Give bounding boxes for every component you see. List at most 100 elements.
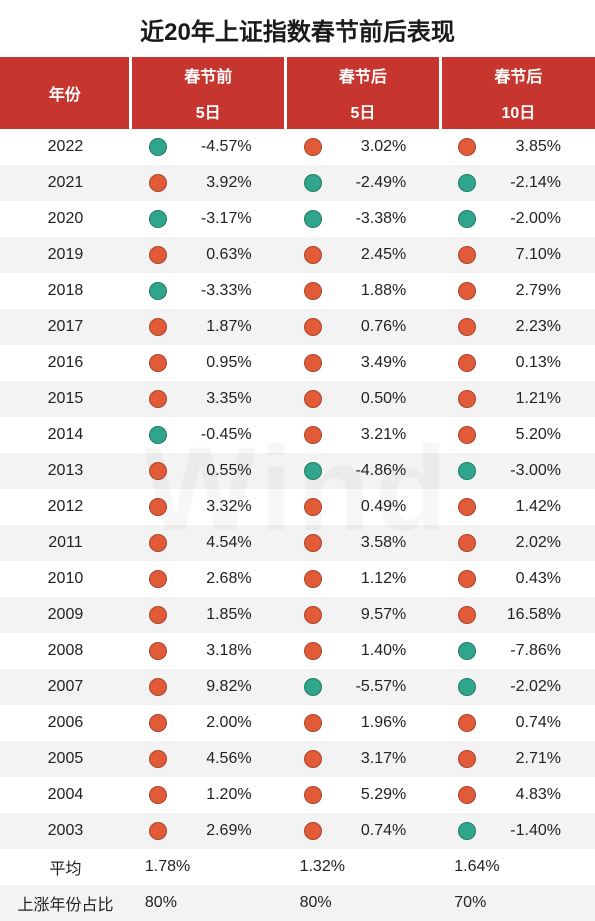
positive-dot-icon — [304, 498, 322, 516]
table-row: 2020-3.17%-3.38%-2.00% — [0, 201, 595, 237]
value-cell: 0.43% — [440, 561, 595, 597]
positive-dot-icon — [304, 426, 322, 444]
percent-value: 3.85% — [516, 138, 561, 155]
percent-value: 1.21% — [516, 390, 561, 407]
value-cell: 0.74% — [440, 705, 595, 741]
percent-value: 2.68% — [206, 570, 251, 587]
percent-value: 9.82% — [206, 678, 251, 695]
value-cell: 1.85% — [131, 597, 286, 633]
value-cell: -7.86% — [440, 633, 595, 669]
table-row: 20041.20%5.29%4.83% — [0, 777, 595, 813]
year-cell: 2022 — [0, 129, 131, 165]
summary-value: 70% — [440, 885, 595, 921]
positive-dot-icon — [304, 750, 322, 768]
year-cell: 2019 — [0, 237, 131, 273]
percent-value: 3.92% — [206, 174, 251, 191]
summary-row: 平均1.78%1.32%1.64% — [0, 849, 595, 885]
value-cell: 3.32% — [131, 489, 286, 525]
table-row: 2017 1.87% 0.76%2.23% — [0, 309, 595, 345]
percent-value: 3.35% — [206, 390, 251, 407]
positive-dot-icon — [149, 786, 167, 804]
value-cell: 2.45% — [286, 237, 441, 273]
year-cell: 2012 — [0, 489, 131, 525]
summary-label: 上涨年份占比 — [0, 885, 131, 921]
percent-value: 9.57% — [361, 606, 406, 623]
negative-dot-icon — [458, 462, 476, 480]
table-row: 2022 -4.57% 3.02% 3.85% — [0, 129, 595, 165]
percent-value: 0.13% — [516, 354, 561, 371]
percent-value: 2.00% — [206, 714, 251, 731]
percent-value: -7.86% — [510, 642, 561, 659]
value-cell: -2.00% — [440, 201, 595, 237]
value-cell: 2.23% — [440, 309, 595, 345]
year-cell: 2015 — [0, 381, 131, 417]
percent-value: -4.86% — [356, 462, 407, 479]
value-cell: 3.17% — [286, 741, 441, 777]
percent-value: 3.02% — [361, 138, 406, 155]
value-cell: 2.69% — [131, 813, 286, 849]
positive-dot-icon — [304, 246, 322, 264]
percent-value: 3.21% — [361, 426, 406, 443]
positive-dot-icon — [149, 354, 167, 372]
value-cell: 0.49% — [286, 489, 441, 525]
negative-dot-icon — [149, 210, 167, 228]
positive-dot-icon — [304, 534, 322, 552]
value-cell: 0.95% — [131, 345, 286, 381]
percent-value: 3.32% — [206, 498, 251, 515]
value-cell: 0.76% — [286, 309, 441, 345]
positive-dot-icon — [304, 138, 322, 156]
table-row: 20054.56%3.17%2.71% — [0, 741, 595, 777]
percent-value: 5.29% — [361, 786, 406, 803]
percent-value: -2.02% — [510, 678, 561, 695]
year-cell: 2009 — [0, 597, 131, 633]
value-cell: 1.87% — [131, 309, 286, 345]
negative-dot-icon — [149, 282, 167, 300]
negative-dot-icon — [149, 138, 167, 156]
positive-dot-icon — [304, 282, 322, 300]
percent-value: 0.55% — [206, 462, 251, 479]
value-cell: -0.45% — [131, 417, 286, 453]
negative-dot-icon — [458, 210, 476, 228]
percent-value: -3.00% — [510, 462, 561, 479]
positive-dot-icon — [149, 642, 167, 660]
value-cell: 5.29% — [286, 777, 441, 813]
col-header-year: 年份 — [0, 57, 131, 129]
year-cell: 2013 — [0, 453, 131, 489]
percent-value: 2.02% — [516, 534, 561, 551]
year-cell: 2014 — [0, 417, 131, 453]
year-cell: 2017 — [0, 309, 131, 345]
percent-value: -4.57% — [201, 138, 252, 155]
percent-value: -3.38% — [356, 210, 407, 227]
year-cell: 2011 — [0, 525, 131, 561]
percent-value: -2.49% — [356, 174, 407, 191]
table-row: 20114.54%3.58% 2.02% — [0, 525, 595, 561]
percent-value: 1.87% — [206, 318, 251, 335]
positive-dot-icon — [304, 390, 322, 408]
percent-value: 0.74% — [516, 714, 561, 731]
percent-value: 5.20% — [516, 426, 561, 443]
value-cell: 4.54% — [131, 525, 286, 561]
percent-value: 4.83% — [516, 786, 561, 803]
value-cell: 2.00% — [131, 705, 286, 741]
positive-dot-icon — [149, 174, 167, 192]
value-cell: 3.92% — [131, 165, 286, 201]
table-row: 2014 -0.45% 3.21% 5.20% — [0, 417, 595, 453]
summary-value: 80% — [286, 885, 441, 921]
value-cell: -3.38% — [286, 201, 441, 237]
percent-value: 0.50% — [361, 390, 406, 407]
percent-value: 2.69% — [206, 822, 251, 839]
positive-dot-icon — [149, 714, 167, 732]
value-cell: 2.79% — [440, 273, 595, 309]
value-cell: 3.58% — [286, 525, 441, 561]
year-cell: 2018 — [0, 273, 131, 309]
value-cell: 4.83% — [440, 777, 595, 813]
positive-dot-icon — [149, 570, 167, 588]
percent-value: -0.45% — [201, 426, 252, 443]
value-cell: 3.49% — [286, 345, 441, 381]
col-header-after5-top: 春节后 — [286, 57, 441, 93]
year-cell: 2004 — [0, 777, 131, 813]
value-cell: 1.21% — [440, 381, 595, 417]
positive-dot-icon — [458, 138, 476, 156]
table-row: 20032.69%0.74%-1.40% — [0, 813, 595, 849]
col-header-after10-top: 春节后 — [440, 57, 595, 93]
